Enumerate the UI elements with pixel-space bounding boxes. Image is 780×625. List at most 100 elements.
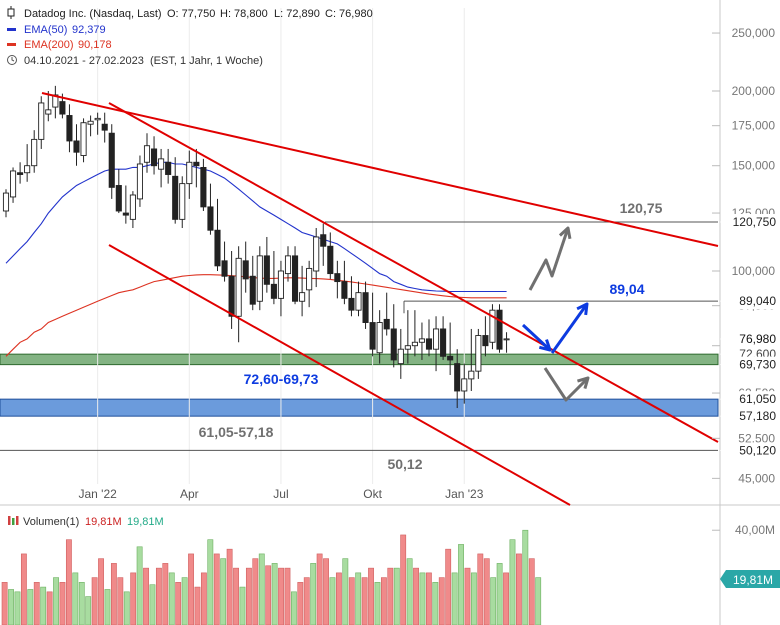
candle <box>475 328 482 379</box>
y-tick-label: 175,000 <box>732 119 776 133</box>
candle-body <box>52 94 59 108</box>
x-tick-label: Jul <box>273 487 288 501</box>
volume-bar <box>528 558 535 625</box>
volume-bar <box>98 558 104 625</box>
candle <box>87 115 94 137</box>
candle-body <box>348 297 355 311</box>
candle <box>17 162 24 184</box>
volume-bar <box>290 591 297 625</box>
volume-bar <box>503 572 509 625</box>
candle <box>348 276 355 317</box>
candle <box>496 304 503 353</box>
axis-tag-61-050-text: 61,050 <box>739 392 776 406</box>
zone-label-green: 72,60-69,73 <box>244 371 319 387</box>
axis-tag-89-040: 89,040 <box>720 293 780 310</box>
axis-tag-120-750: 120,750 <box>720 214 780 231</box>
volume-bar <box>342 558 349 625</box>
y-tick-label: 150,000 <box>732 159 776 173</box>
candle-body <box>263 255 270 285</box>
zone-label-blue: 61,05-57,18 <box>199 424 274 440</box>
volume-bar <box>303 577 310 625</box>
volume-bar <box>271 563 278 625</box>
axis-tag-69-730: 69,730 <box>720 356 780 373</box>
volume-bar <box>252 558 259 625</box>
candle-body <box>45 109 52 115</box>
support-zone-1 <box>0 353 719 366</box>
axis-tag-57-180-bg <box>720 408 780 425</box>
candle-body <box>235 257 242 317</box>
candle-body <box>143 145 151 163</box>
volume-bar <box>213 553 220 625</box>
clock-icon-hands <box>11 57 15 62</box>
x-tick-label: Okt <box>363 487 382 501</box>
candle-body <box>38 102 45 140</box>
volume-bar <box>40 586 47 625</box>
candle-body <box>362 292 369 323</box>
volume-bar <box>72 572 79 625</box>
candle-body <box>66 115 73 142</box>
candle-body <box>489 309 496 343</box>
volume-bar <box>78 582 85 625</box>
volume-bar <box>207 539 214 625</box>
candle <box>2 189 10 218</box>
candle <box>447 322 454 375</box>
down-scenario-arrow-grey-shaft <box>543 367 590 402</box>
axis-tag-57-180-text: 57,180 <box>739 409 776 423</box>
down-scenario-arrow-grey <box>543 367 590 402</box>
candle <box>461 363 468 404</box>
ohlc-o: O: 77,750 <box>167 8 215 20</box>
short-down-arrow-blue-shaft <box>521 323 552 352</box>
candle <box>207 183 214 235</box>
candle <box>503 332 510 353</box>
volume-bar <box>458 544 464 625</box>
candle <box>292 246 299 305</box>
x-tick-label: Apr <box>180 487 199 501</box>
candle <box>263 236 270 293</box>
candle <box>108 124 115 199</box>
volume-legend-value-red: 19,81M <box>85 516 122 528</box>
candle-body <box>468 370 475 380</box>
candle <box>158 148 165 188</box>
candle-body <box>101 123 108 131</box>
candle <box>277 260 285 317</box>
candle <box>489 304 496 350</box>
candle-body <box>418 338 426 343</box>
candle-body <box>256 255 263 302</box>
candle <box>31 130 38 173</box>
candle <box>454 349 461 409</box>
candle-body <box>433 328 440 350</box>
volume-bar <box>168 572 175 625</box>
candle <box>24 144 31 182</box>
support-zones <box>0 353 719 417</box>
ohlc-h: H: 78,800 <box>220 8 268 20</box>
up-scenario-arrow-grey-shaft <box>528 227 570 291</box>
candle-body <box>292 255 299 302</box>
candle <box>270 251 277 305</box>
volume-bar <box>239 586 246 625</box>
candle-body <box>115 185 122 212</box>
candle-body <box>59 101 66 115</box>
price-axis: 250,000200,000175,000150,000125,000100,0… <box>712 26 780 485</box>
candle <box>369 292 376 357</box>
candle-body <box>277 270 285 299</box>
candle-body <box>179 183 186 220</box>
clock-icon <box>7 55 17 65</box>
candle-body <box>186 161 193 185</box>
candle-body <box>165 161 172 175</box>
volume-bar <box>432 582 439 625</box>
volume-bar <box>27 589 34 625</box>
y-tick-label: 200,000 <box>732 84 776 98</box>
short-down-arrow-blue-head <box>538 339 552 352</box>
volume-bar <box>323 558 329 625</box>
candle-body <box>73 140 80 153</box>
ema-legend-value: 90,178 <box>78 39 112 51</box>
candle <box>150 136 158 175</box>
volume-bar <box>348 577 355 625</box>
candle <box>249 255 256 311</box>
volume-bar <box>155 567 162 625</box>
axis-tag-last-price: 76,980 <box>720 330 780 347</box>
volume-bar <box>226 548 233 625</box>
y-tick-label: 250,000 <box>732 26 776 40</box>
volume-bar <box>233 567 239 625</box>
